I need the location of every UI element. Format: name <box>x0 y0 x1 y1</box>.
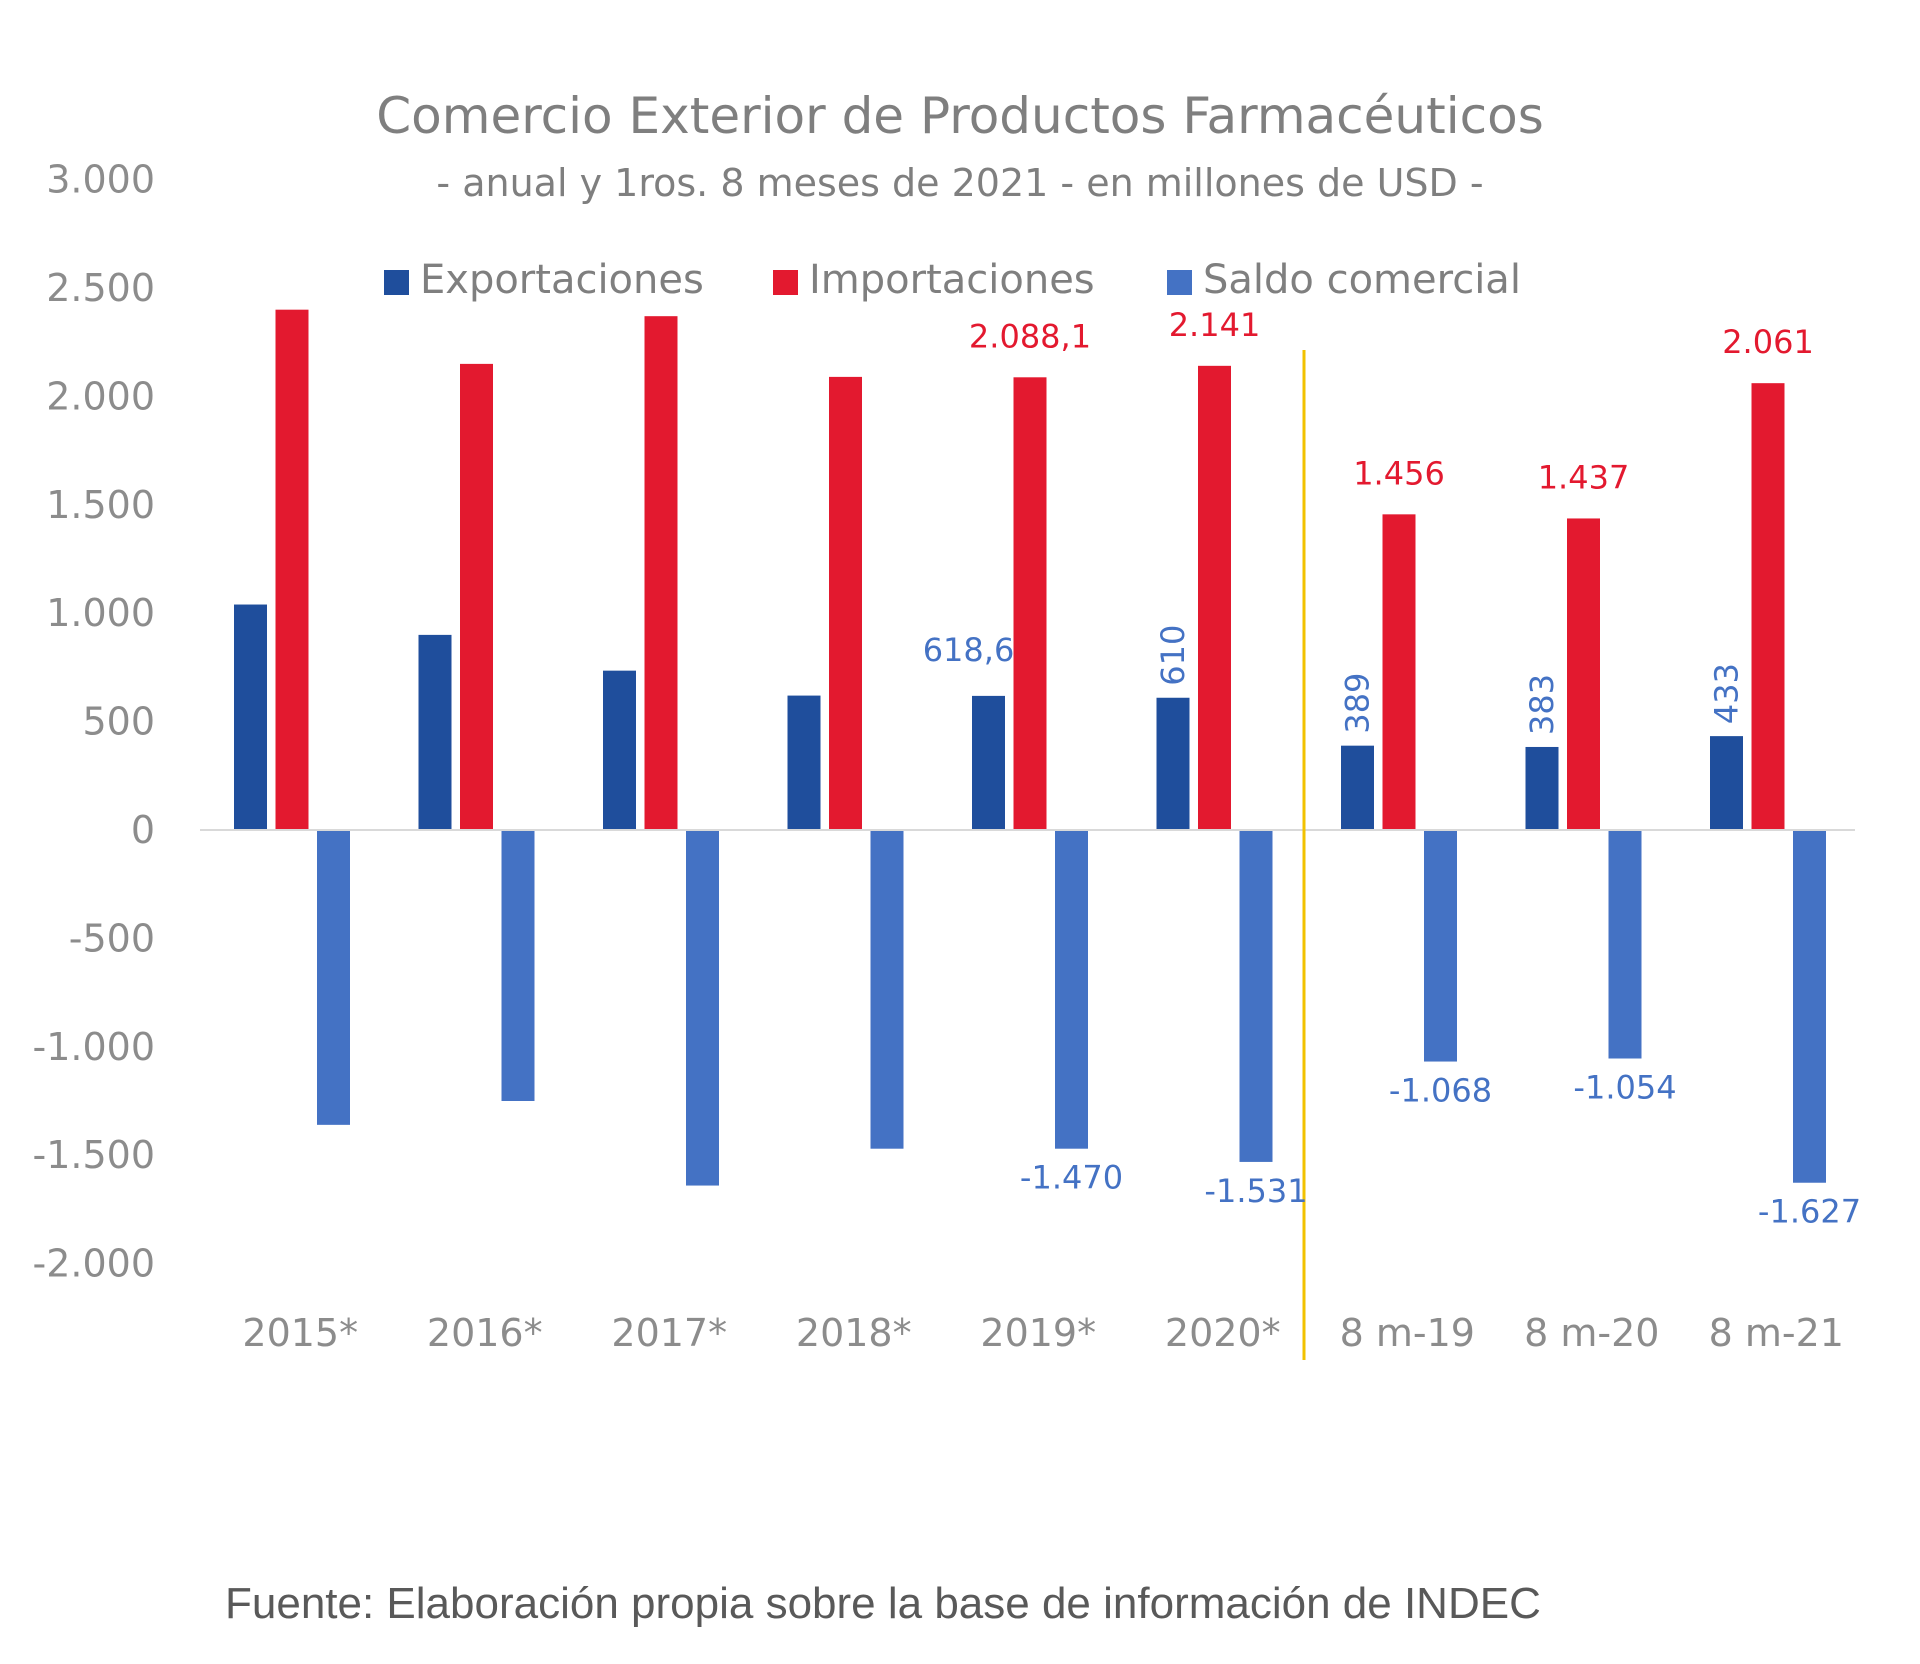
data-label: -1.531 <box>1204 1172 1307 1210</box>
bar-saldo-comercial-7 <box>1608 830 1642 1059</box>
legend-label-saldo-comercial: Saldo comercial <box>1203 257 1521 303</box>
x-category-label: 8 m-19 <box>1340 1311 1475 1355</box>
y-tick-label: 1.000 <box>46 591 155 635</box>
data-label: 1.456 <box>1353 454 1445 492</box>
data-label: -1.068 <box>1389 1072 1492 1110</box>
chart-subtitle: - anual y 1ros. 8 meses de 2021 - en mil… <box>436 161 1483 205</box>
bar-exportaciones-7 <box>1525 746 1559 830</box>
y-tick-label: 3.000 <box>46 158 155 202</box>
y-tick-label: -2.000 <box>33 1242 156 1286</box>
data-label: 383 <box>1523 674 1561 735</box>
chart-title: Comercio Exterior de Productos Farmacéut… <box>376 87 1544 145</box>
bar-importaciones-3 <box>829 376 862 830</box>
bar-saldo-comercial-5 <box>1239 830 1273 1162</box>
legend-swatch-importaciones <box>773 270 798 295</box>
data-label: -1.470 <box>1020 1159 1123 1197</box>
bar-saldo-comercial-0 <box>317 830 350 1125</box>
bar-exportaciones-5 <box>1156 697 1190 830</box>
y-tick-label: -1.000 <box>33 1025 156 1069</box>
bar-saldo-comercial-6 <box>1424 830 1457 1062</box>
data-label: -1.054 <box>1573 1069 1676 1107</box>
bar-saldo-comercial-3 <box>870 830 904 1149</box>
bar-importaciones-1 <box>460 363 493 830</box>
y-tick-label: 2.000 <box>46 374 155 418</box>
x-axis: 2015* 2016* 2017* 2018* 2019* 2020* 8 m-19 8 m-… <box>200 350 1855 1360</box>
bar-importaciones-8 <box>1751 383 1785 830</box>
bar-importaciones-0 <box>275 309 309 830</box>
source-note: Fuente: Elaboración propia sobre la base… <box>225 1579 1541 1628</box>
x-category-label: 2019* <box>980 1311 1096 1355</box>
bar-exportaciones-3 <box>787 695 821 830</box>
x-category-label: 2017* <box>611 1311 727 1355</box>
y-tick-label: 0 <box>131 808 155 852</box>
bar-exportaciones-0 <box>234 604 267 830</box>
y-tick-label: -1.500 <box>33 1133 156 1177</box>
bar-exportaciones-8 <box>1710 736 1743 830</box>
bar-exportaciones-2 <box>603 670 636 830</box>
bar-exportaciones-6 <box>1341 745 1374 830</box>
x-category-label: 2016* <box>427 1311 543 1355</box>
data-label: 2.061 <box>1722 323 1814 361</box>
data-label: -1.627 <box>1758 1193 1861 1231</box>
bar-importaciones-7 <box>1567 518 1600 830</box>
bar-importaciones-2 <box>644 316 678 831</box>
x-category-label: 8 m-20 <box>1524 1311 1659 1355</box>
data-label: 610 <box>1154 625 1192 686</box>
y-tick-label: -500 <box>69 916 155 960</box>
data-label: 2.141 <box>1169 306 1261 344</box>
data-label: 618,6 <box>923 631 1015 669</box>
x-category-label: 8 m-21 <box>1709 1311 1844 1355</box>
y-tick-label: 500 <box>82 700 155 744</box>
y-axis: 3.000 2.500 2.000 1.500 1.000 500 0 -500 -1.000 -… <box>33 158 156 1286</box>
x-category-label: 2015* <box>242 1311 358 1355</box>
data-label: 1.437 <box>1538 458 1630 496</box>
bar-saldo-comercial-4 <box>1055 830 1088 1149</box>
data-label: 433 <box>1708 663 1746 724</box>
x-category-label: 2018* <box>796 1311 912 1355</box>
y-tick-label: 1.500 <box>46 483 155 527</box>
bar-exportaciones-1 <box>418 634 452 830</box>
bars <box>234 309 1826 1186</box>
legend-swatch-saldo-comercial <box>1167 270 1192 295</box>
legend-swatch-exportaciones <box>384 270 409 295</box>
data-label: 2.088,1 <box>969 317 1091 355</box>
bar-saldo-comercial-8 <box>1793 830 1826 1183</box>
data-label: 389 <box>1339 673 1377 734</box>
y-tick-label: 2.500 <box>46 266 155 310</box>
data-labels: 618,6 610 389 383 433 2.088,1 2.141 1.456 1.437 2… <box>923 306 1861 1231</box>
legend-label-importaciones: Importaciones <box>809 257 1095 303</box>
bar-saldo-comercial-2 <box>686 830 719 1186</box>
legend: Exportaciones Importaciones Saldo comerc… <box>384 257 1521 303</box>
legend-label-exportaciones: Exportaciones <box>420 257 704 303</box>
bar-saldo-comercial-1 <box>501 830 535 1101</box>
x-category-label: 2020* <box>1165 1311 1281 1355</box>
bar-importaciones-4 <box>1013 377 1047 830</box>
bar-importaciones-6 <box>1382 514 1416 830</box>
bar-exportaciones-4 <box>972 695 1005 830</box>
bar-importaciones-5 <box>1198 365 1231 830</box>
